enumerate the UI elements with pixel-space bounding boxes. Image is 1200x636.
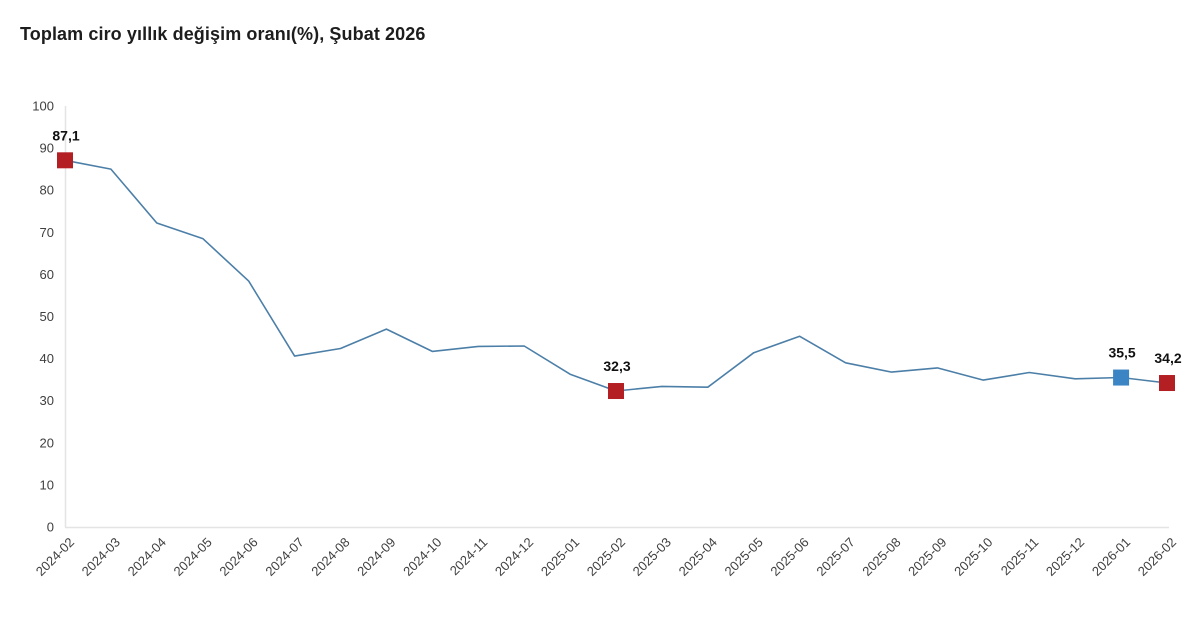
x-tick-label: 2024-08 — [308, 535, 352, 579]
y-tick-label: 0 — [47, 520, 54, 535]
x-tick-label: 2024-05 — [171, 535, 215, 579]
data-point-label: 35,5 — [1108, 345, 1135, 361]
x-tick-label: 2025-02 — [584, 535, 628, 579]
y-tick-label: 40 — [40, 351, 54, 366]
data-line — [64, 159, 1168, 392]
data-point-label: 34,2 — [1154, 350, 1181, 366]
x-tick-label: 2025-04 — [676, 535, 720, 579]
y-tick-label: 90 — [40, 141, 54, 156]
data-marker-2025-02 — [608, 383, 624, 400]
data-marker-2024-02 — [57, 152, 73, 169]
x-tick-label: 2024-03 — [79, 535, 123, 579]
y-tick-label: 100 — [32, 99, 54, 114]
x-tick-label: 2025-06 — [767, 535, 811, 579]
x-tick-label: 2024-09 — [354, 535, 398, 579]
y-tick-label: 50 — [40, 309, 54, 324]
x-tick-label: 2025-05 — [722, 535, 766, 579]
y-tick-label: 80 — [40, 183, 54, 198]
x-tick-label: 2025-07 — [813, 535, 857, 579]
x-tick-label: 2024-04 — [125, 535, 169, 579]
x-tick-label: 2024-10 — [400, 535, 444, 579]
x-tick-label: 2024-07 — [262, 535, 306, 579]
x-tick-label: 2024-06 — [216, 535, 260, 579]
y-tick-label: 60 — [40, 267, 54, 282]
x-tick-label: 2025-10 — [951, 535, 995, 579]
x-tick-label: 2024-11 — [447, 535, 491, 579]
data-marker-2026-02 — [1159, 375, 1175, 392]
x-tick-label: 2025-03 — [630, 535, 674, 579]
x-tick-label: 2025-08 — [859, 535, 903, 579]
y-tick-label: 20 — [40, 435, 54, 450]
x-tick-label: 2025-01 — [538, 535, 582, 579]
x-tick-label: 2025-11 — [998, 535, 1042, 579]
y-tick-label: 30 — [40, 393, 54, 408]
x-tick-label: 2026-01 — [1089, 535, 1133, 579]
chart-title: Toplam ciro yıllık değişim oranı(%), Şub… — [20, 24, 426, 44]
data-point-label: 32,3 — [603, 358, 630, 374]
x-tick-label: 2025-12 — [1043, 535, 1087, 579]
y-tick-label: 70 — [40, 225, 54, 240]
x-tick-label: 2025-09 — [905, 535, 949, 579]
data-point-label: 87,1 — [52, 127, 79, 143]
x-tick-label: 2024-02 — [33, 535, 77, 579]
data-marker-2026-01 — [1113, 369, 1130, 386]
x-tick-label: 2024-12 — [492, 535, 536, 579]
y-tick-label: 10 — [40, 477, 54, 492]
x-tick-label: 2026-02 — [1135, 535, 1179, 579]
